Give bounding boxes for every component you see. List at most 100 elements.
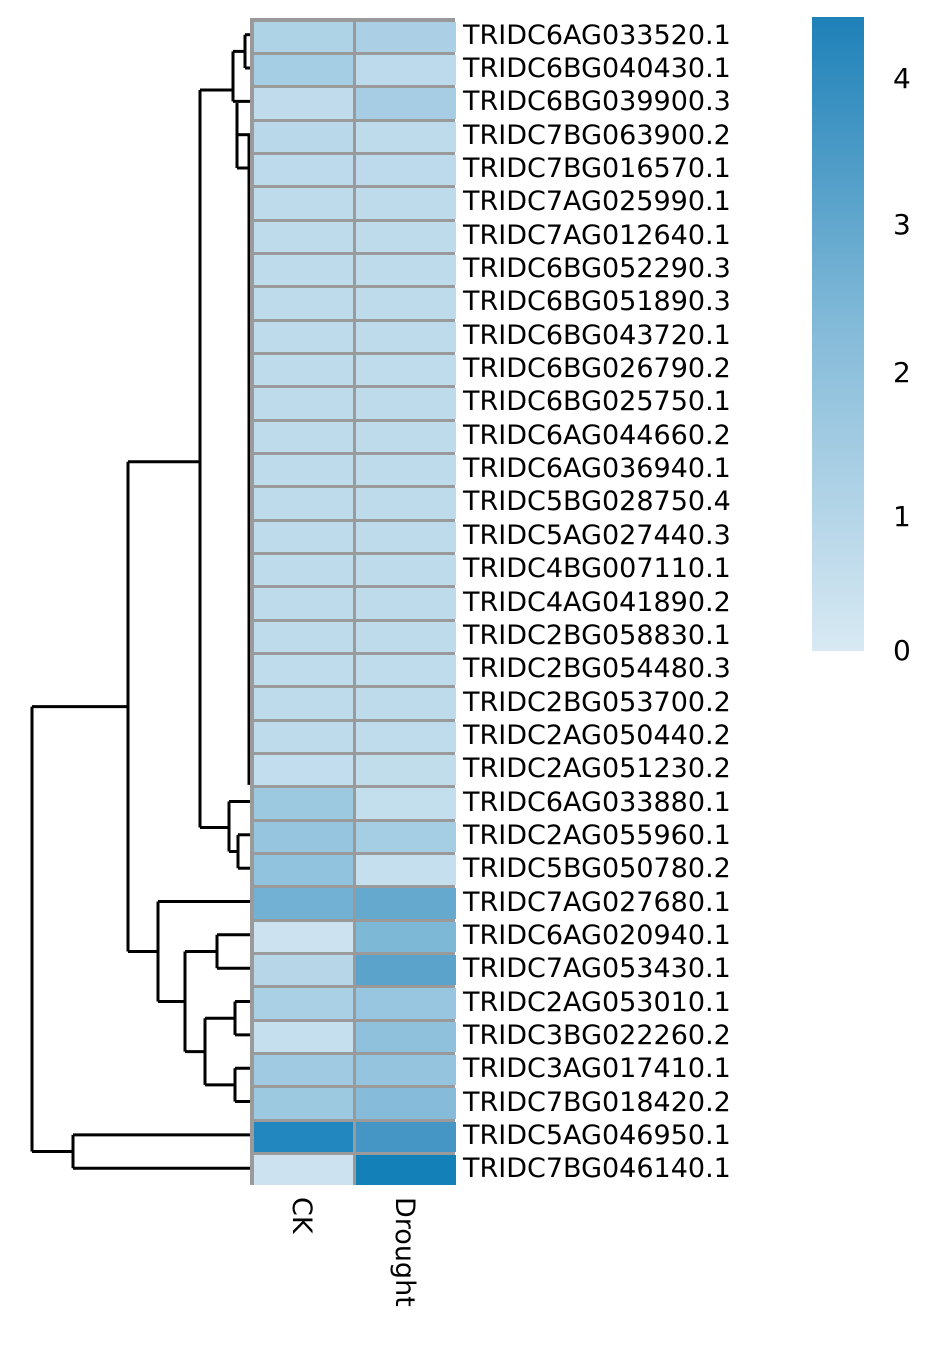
heatmap-cell (253, 421, 353, 452)
heatmap-cell (253, 288, 353, 319)
row-label: TRIDC6AG044660.2 (463, 419, 731, 451)
heatmap-cell (253, 254, 353, 286)
row-label: TRIDC7BG063900.2 (463, 119, 731, 151)
heatmap-cell (356, 188, 456, 219)
heatmap-cell (253, 721, 353, 753)
row-label: TRIDC7BG018420.2 (463, 1086, 731, 1118)
row-label: TRIDC4AG041890.2 (463, 586, 731, 618)
heatmap-cell (356, 588, 456, 619)
row-label: TRIDC7BG046140.1 (463, 1153, 731, 1185)
heatmap-cell (356, 921, 456, 953)
row-label: TRIDC2AG053010.1 (463, 986, 731, 1018)
heatmap-cell (253, 588, 353, 619)
heatmap-cell (253, 788, 353, 819)
row-label: TRIDC2BG054480.3 (463, 653, 731, 685)
row-label: TRIDC6AG020940.1 (463, 919, 731, 951)
row-label: TRIDC7BG016570.1 (463, 153, 731, 185)
heatmap-cell (356, 88, 456, 119)
heatmap-cell (356, 1155, 456, 1186)
heatmap-cell (356, 521, 456, 552)
row-label: TRIDC6BG052290.3 (463, 253, 731, 285)
heatmap-cell (253, 188, 353, 219)
heatmap-cell (356, 988, 456, 1019)
heatmap-cell (253, 855, 353, 886)
row-label: TRIDC5AG027440.3 (463, 519, 731, 551)
heatmap-cell (253, 554, 353, 586)
row-label: TRIDC2BG053700.2 (463, 686, 731, 718)
heatmap-cell (356, 721, 456, 753)
heatmap-cell (356, 655, 456, 686)
column-label: CK (286, 1197, 318, 1234)
heatmap-cell (253, 154, 353, 186)
row-label: TRIDC5BG028750.4 (463, 486, 731, 518)
legend-tick-label: 3 (893, 208, 911, 241)
row-label: TRIDC7AG025990.1 (463, 186, 731, 218)
row-label: TRIDC7AG053430.1 (463, 953, 731, 985)
heatmap-cell (253, 755, 353, 786)
heatmap-cell (253, 54, 353, 86)
heatmap-cell (253, 121, 353, 152)
column-label: Drought (388, 1197, 420, 1307)
row-label: TRIDC6BG051890.3 (463, 286, 731, 318)
heatmap-cell (253, 1088, 353, 1119)
heatmap-cell (356, 288, 456, 319)
row-label: TRIDC7AG027680.1 (463, 886, 731, 918)
heatmap-cell (356, 688, 456, 719)
heatmap-cell (356, 788, 456, 819)
heatmap-cell (356, 121, 456, 152)
heatmap-cell (356, 888, 456, 919)
heatmap-cell (356, 488, 456, 519)
heatmap-cell (253, 1121, 353, 1153)
heatmap-cell (356, 1121, 456, 1153)
heatmap-cell (253, 888, 353, 919)
heatmap-cell (356, 554, 456, 586)
row-label: TRIDC6AG033520.1 (463, 19, 731, 51)
heatmap-cell (356, 1021, 456, 1053)
heatmap-cell (356, 21, 456, 52)
row-label: TRIDC6BG043720.1 (463, 319, 731, 351)
heatmap-cell (253, 21, 353, 52)
heatmap-cell (356, 621, 456, 652)
row-label: TRIDC6BG026790.2 (463, 353, 731, 385)
heatmap-cell (253, 921, 353, 953)
legend-tick-label: 2 (893, 356, 911, 389)
heatmap-cell (253, 488, 353, 519)
heatmap-cell (356, 1088, 456, 1119)
heatmap-cell (253, 321, 353, 352)
heatmap-cell (253, 988, 353, 1019)
heatmap-cell (253, 1021, 353, 1053)
heatmap-cell (356, 1055, 456, 1086)
heatmap-cell (356, 154, 456, 186)
heatmap-cell (356, 821, 456, 853)
legend-tick-label: 4 (893, 62, 911, 95)
row-label: TRIDC2AG050440.2 (463, 719, 731, 751)
heatmap-cell (253, 955, 353, 986)
row-label: TRIDC6AG033880.1 (463, 786, 731, 818)
heatmap-cell (253, 688, 353, 719)
row-label: TRIDC2AG055960.1 (463, 819, 731, 851)
heatmap-cell (356, 755, 456, 786)
heatmap-cell (253, 454, 353, 486)
heatmap-cell (356, 254, 456, 286)
heatmap-cell (356, 354, 456, 386)
row-label: TRIDC3AG017410.1 (463, 1053, 731, 1085)
row-label: TRIDC6BG040430.1 (463, 53, 731, 84)
legend-gradient-bar (812, 17, 864, 651)
row-label: TRIDC6BG039900.3 (463, 86, 731, 118)
heatmap-cell (356, 955, 456, 986)
heatmap-cell (253, 221, 353, 252)
row-label: TRIDC5AG046950.1 (463, 1119, 731, 1151)
heatmap-cell (356, 54, 456, 86)
heatmap-cell (253, 1055, 353, 1086)
heatmap-cell (356, 221, 456, 252)
legend-tick-label: 1 (893, 500, 911, 533)
heatmap-cell (253, 388, 353, 419)
row-label: TRIDC5BG050780.2 (463, 853, 731, 885)
row-label: TRIDC4BG007110.1 (463, 553, 731, 585)
heatmap-cell (356, 421, 456, 452)
legend-tick-label: 0 (893, 634, 911, 667)
row-label: TRIDC3BG022260.2 (463, 1019, 731, 1051)
row-label: TRIDC6BG025750.1 (463, 386, 731, 418)
